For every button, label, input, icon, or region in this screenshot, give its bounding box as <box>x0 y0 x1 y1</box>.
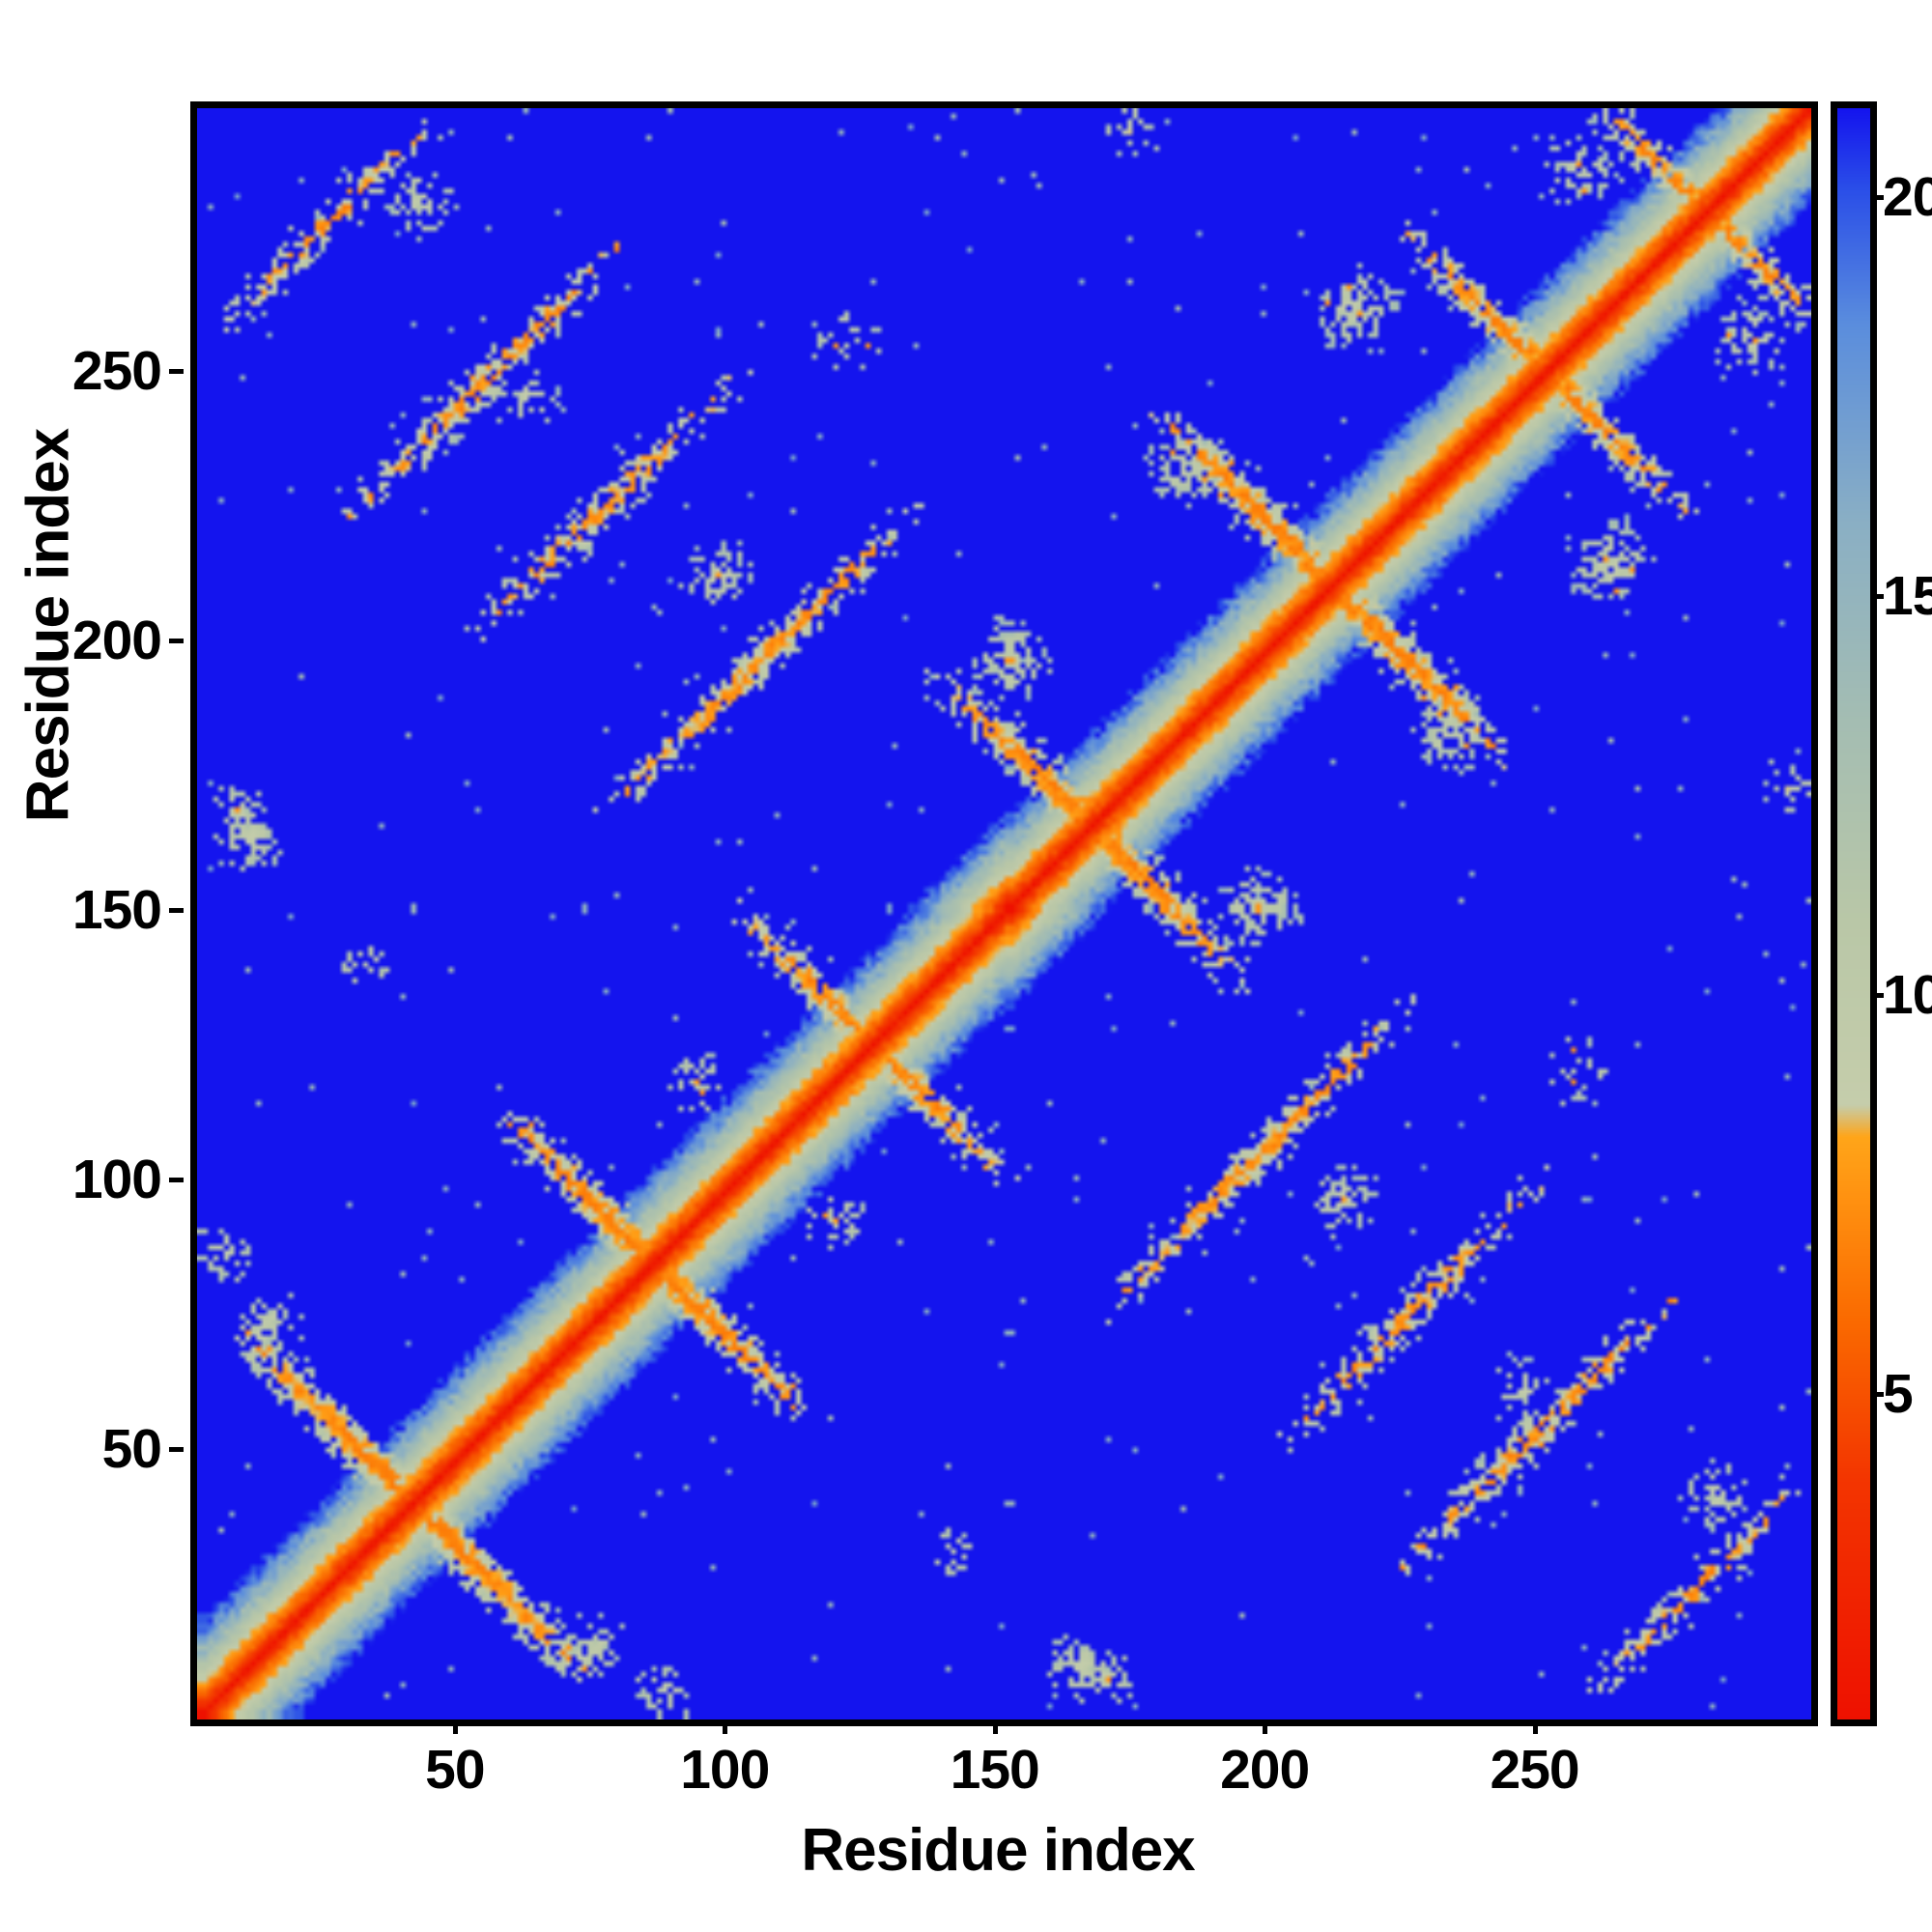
colorbar-tick-15 <box>1870 593 1884 599</box>
x-tick-250 <box>1532 1719 1538 1734</box>
y-tick-50 <box>169 1446 184 1452</box>
colorbar-tick-label-15: 15 <box>1883 564 1932 627</box>
x-tick-label-150: 150 <box>950 1739 1040 1801</box>
colorbar-tick-label-5: 5 <box>1883 1362 1914 1425</box>
x-tick-200 <box>1263 1719 1268 1734</box>
colorbar <box>1831 101 1877 1726</box>
y-tick-label-150: 150 <box>71 878 162 941</box>
colorbar-tick-5 <box>1870 1391 1884 1397</box>
y-tick-label-250: 250 <box>71 339 162 402</box>
x-tick-label-100: 100 <box>680 1739 770 1801</box>
y-tick-100 <box>169 1177 184 1182</box>
y-tick-label-100: 100 <box>71 1148 162 1210</box>
x-tick-100 <box>723 1719 728 1734</box>
colorbar-tick-label-10: 10 <box>1883 963 1932 1026</box>
colorbar-tick-20 <box>1870 195 1884 201</box>
y-tick-150 <box>169 907 184 913</box>
y-axis-title: Residue index <box>14 428 82 823</box>
x-tick-50 <box>452 1719 458 1734</box>
y-tick-label-50: 50 <box>101 1417 162 1480</box>
x-tick-150 <box>992 1719 998 1734</box>
y-tick-200 <box>169 638 184 643</box>
colorbar-gradient <box>1837 108 1870 1719</box>
x-tick-label-200: 200 <box>1220 1739 1310 1801</box>
x-tick-label-50: 50 <box>425 1739 485 1801</box>
colorbar-tick-10 <box>1870 992 1884 998</box>
x-axis-title: Residue index <box>801 1817 1195 1884</box>
residue-distance-heatmap <box>197 108 1811 1719</box>
y-tick-label-200: 200 <box>71 609 162 671</box>
colorbar-tick-label-20: 20 <box>1883 166 1932 229</box>
heatmap-plot-area <box>190 101 1818 1726</box>
x-tick-label-250: 250 <box>1490 1739 1580 1801</box>
y-tick-250 <box>169 368 184 374</box>
